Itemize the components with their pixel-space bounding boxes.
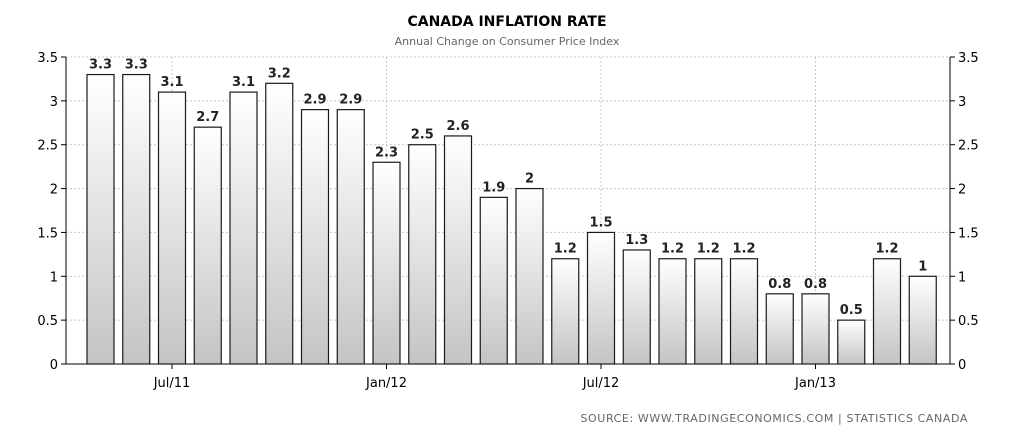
bar-jun-11: [122, 73, 151, 365]
data-label: 2: [525, 172, 534, 187]
y-tick-label-right: 2: [958, 183, 966, 198]
bar-jan-12: [372, 161, 401, 365]
y-tick-label-right: 1: [958, 270, 966, 285]
bar-feb-12: [408, 144, 437, 365]
x-tick-label: Jan/13: [794, 376, 836, 391]
data-label: 3.3: [89, 58, 112, 73]
bar-aug-12: [622, 249, 651, 365]
bar-dec-12: [765, 293, 794, 365]
bar-apr-12: [479, 196, 508, 365]
bar-sep-11: [229, 91, 258, 365]
y-tick-label-right: 3.5: [958, 51, 979, 66]
data-label: 1.2: [661, 242, 684, 257]
bar-aug-11: [193, 126, 222, 365]
data-label: 1.2: [697, 242, 720, 257]
bar-oct-12: [694, 258, 723, 365]
data-label: 1: [918, 259, 927, 274]
y-tick-label-left: 0: [50, 358, 58, 373]
data-label: 2.7: [196, 110, 219, 125]
bar-oct-11: [265, 82, 294, 365]
chart-title: CANADA INFLATION RATE: [407, 14, 606, 30]
bar-jun-12: [551, 258, 580, 365]
y-tick-label-right: 0.5: [958, 314, 979, 329]
data-label: 1.5: [589, 215, 612, 230]
bar-jul-11: [157, 91, 187, 365]
data-label: 2.9: [303, 93, 326, 108]
data-label: 2.9: [339, 93, 362, 108]
y-axis-right-ticks: 0 0.5 1 1.5 2 2.5 3 3.5: [958, 51, 979, 373]
bar-mar-12: [443, 135, 473, 365]
y-tick-label-right: 2.5: [958, 139, 979, 154]
bar-mar-13: [872, 258, 902, 365]
y-tick-label-left: 3.5: [37, 51, 58, 66]
bar-may-11: [86, 73, 115, 365]
data-label: 2.3: [375, 145, 398, 160]
source-note: SOURCE: WWW.TRADINGECONOMICS.COM | STATI…: [580, 412, 968, 425]
y-tick-label-right: 3: [958, 95, 966, 110]
data-label: 1.2: [554, 242, 577, 257]
data-label: 1.9: [482, 180, 505, 195]
data-labels: 3.3 3.3 3.1 2.7 3.1 3.2 2.9 2.9 2.3 2.5 2.6 1.9 2 1.2…: [89, 58, 927, 319]
bar-jul-12: [586, 231, 616, 365]
data-label: 3.2: [268, 66, 291, 81]
bar-nov-11: [300, 109, 330, 365]
y-tick-label-left: 3: [50, 95, 58, 110]
data-label: 0.8: [768, 277, 791, 292]
data-label: 1.2: [875, 242, 898, 257]
data-label: 3.3: [125, 58, 148, 73]
data-label: 2.6: [446, 119, 469, 134]
bar-jan-13: [801, 293, 830, 365]
x-tick-label: Jan/12: [365, 376, 407, 391]
bar-sep-12: [658, 258, 687, 365]
y-tick-label-left: 1: [50, 270, 58, 285]
y-tick-label-left: 0.5: [37, 314, 58, 329]
y-tick-label-left: 2.5: [37, 139, 58, 154]
data-label: 3.1: [232, 75, 255, 90]
bar-apr-13: [908, 275, 937, 365]
chart-subtitle: Annual Change on Consumer Price Index: [395, 35, 620, 48]
y-tick-label-right: 0: [958, 358, 966, 373]
data-label: 0.8: [804, 277, 827, 292]
y-axis-left-ticks: 0 0.5 1 1.5 2 2.5 3 3.5: [37, 51, 58, 373]
data-label: 2.5: [411, 128, 434, 143]
bar-dec-11: [336, 109, 365, 365]
x-tick-label: Jul/11: [153, 376, 191, 391]
y-tick-label-left: 2: [50, 183, 58, 198]
x-tick-label: Jul/12: [582, 376, 620, 391]
data-label: 3.1: [160, 75, 183, 90]
bar-may-12: [515, 187, 544, 365]
y-tick-label-right: 1.5: [958, 226, 979, 241]
bars: [86, 73, 937, 365]
data-label: 1.2: [732, 242, 755, 257]
bar-feb-13: [837, 319, 866, 365]
bar-nov-12: [729, 258, 759, 365]
data-label: 1.3: [625, 233, 648, 248]
y-tick-label-left: 1.5: [37, 226, 58, 241]
x-axis-ticks: Jul/11 Jan/12 Jul/12 Jan/13: [153, 376, 836, 391]
data-label: 0.5: [840, 303, 863, 318]
